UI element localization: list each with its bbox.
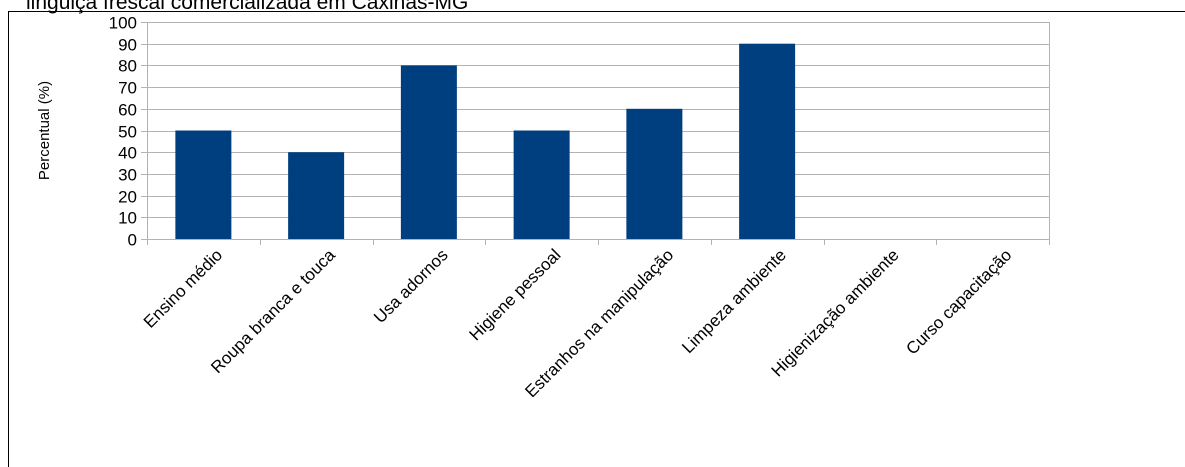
y-tick-label-20: 20 [118,188,137,207]
x-category-label-6: Limpeza ambiente [678,245,790,357]
frame-top-border [8,11,1185,12]
x-category-label-1: Ensino médio [140,245,226,331]
bar-4 [513,130,570,239]
x-category-label-4: Higiene pessoal [465,245,564,344]
x-category-label-7: Higienização ambiente [768,245,903,380]
y-tick-label-90: 90 [118,36,137,55]
x-category-label-3: Usa adornos [370,245,452,327]
y-tick-label-100: 100 [109,14,137,33]
axes [147,22,1050,245]
bar-2 [288,152,345,239]
x-category-label-2: Roupa branca e touca [207,245,339,377]
bar-1 [175,130,232,239]
y-axis-title: Percentual (%) [36,81,53,180]
x-category-label-8: Curso capacitação [902,245,1015,358]
bar-6 [739,43,796,240]
grid-lines [141,22,1049,240]
y-tick-label-10: 10 [118,209,137,228]
y-tick-label-70: 70 [118,79,137,98]
bars [175,43,796,240]
y-tick-label-30: 30 [118,166,137,185]
frame-left-border [8,11,9,467]
figure-caption: linguiça frescal comercializada em Caxin… [26,0,469,14]
bar-3 [400,65,457,240]
y-tick-label-50: 50 [118,123,137,142]
y-tick-label-40: 40 [118,144,137,163]
y-tick-label-80: 80 [118,57,137,76]
bar-5 [626,108,683,239]
y-tick-labels: 0 10 20 30 40 50 60 70 80 90 100 [109,14,137,250]
y-tick-label-0: 0 [128,231,137,250]
y-tick-label-60: 60 [118,101,137,120]
